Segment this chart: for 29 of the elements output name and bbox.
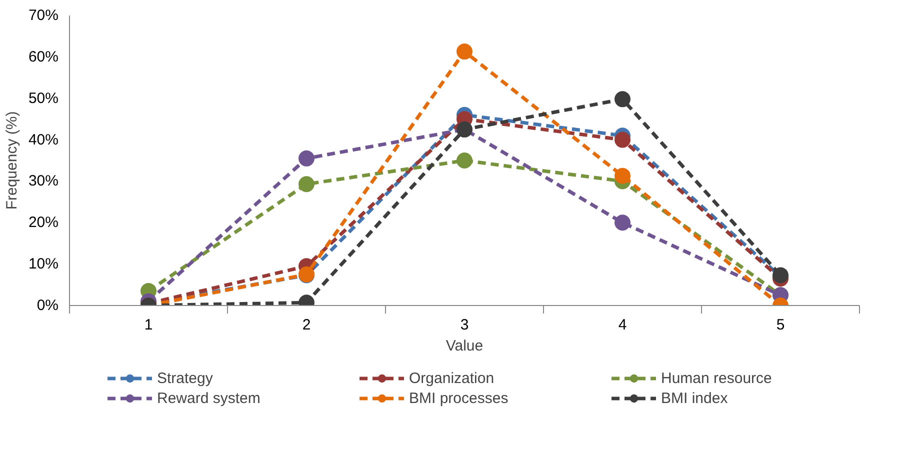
point (298, 150, 314, 166)
y-tick-label: 10% (28, 256, 59, 273)
y-tick-label: 40% (28, 131, 59, 148)
x-tick-label: 4 (618, 316, 627, 334)
y-axis-title: Frequency (%) (3, 111, 20, 210)
y-tick-label: 30% (28, 172, 59, 190)
legend-label: BMI index (661, 389, 729, 407)
x-tick-label: 2 (302, 316, 311, 334)
y-tick-label: 50% (28, 90, 59, 107)
legend-label: Organization (409, 369, 496, 387)
point (298, 176, 314, 192)
x-tick-label: 3 (460, 316, 469, 334)
legend-label: Strategy (157, 369, 214, 387)
y-tick-label: 70% (28, 7, 59, 24)
point (614, 91, 630, 108)
y-tick-label: 20% (28, 214, 59, 232)
y-tick-label: 60% (28, 48, 59, 66)
legend-label: BMI processes (409, 389, 510, 407)
point (614, 214, 630, 231)
x-axis-title: Value (446, 338, 484, 354)
legend-label: Human resource (661, 369, 773, 387)
x-tick-label: 5 (776, 316, 785, 334)
y-tick-label: 0% (36, 297, 59, 314)
point (614, 132, 630, 148)
point (456, 44, 472, 60)
legend-label: Reward system (157, 389, 262, 407)
point (614, 168, 630, 184)
point (456, 152, 472, 168)
x-tick-label: 1 (144, 316, 153, 334)
